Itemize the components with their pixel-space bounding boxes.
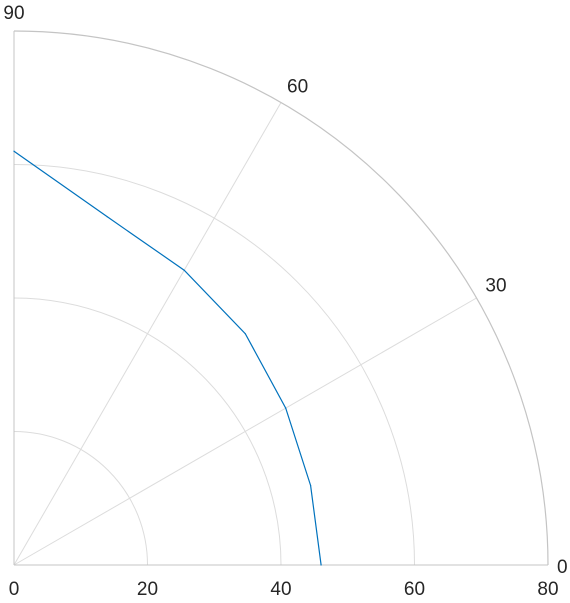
grid-arc-r40 [13, 297, 282, 566]
theta-tick-label-0: 0 [557, 557, 568, 578]
theta-tick-label-90: 90 [3, 3, 24, 24]
data-point-0-5 [106, 216, 108, 218]
outer-boundary-arc [13, 30, 549, 566]
grid-arc-r20 [13, 431, 148, 566]
r-tick-label-0: 0 [9, 579, 20, 598]
theta-tick-label-30: 30 [485, 276, 506, 297]
polar-grid [13, 102, 477, 566]
grid-spoke-30 [13, 297, 477, 566]
series-line-0 [13, 150, 322, 566]
data-point-0-4 [183, 269, 185, 271]
series-group [13, 150, 322, 566]
r-tick-label-20: 20 [137, 579, 158, 598]
r-tick-label-80: 80 [537, 579, 558, 598]
r-tick-label-60: 60 [404, 579, 425, 598]
r-tick-label-40: 40 [270, 579, 291, 598]
theta-tick-label-60: 60 [287, 77, 308, 98]
data-point-0-1 [309, 484, 312, 487]
data-point-0-0 [320, 564, 322, 566]
grid-arc-r60 [13, 164, 415, 566]
data-point-0-3 [244, 333, 246, 335]
grid-spoke-60 [13, 102, 282, 566]
data-point-0-6 [13, 150, 15, 152]
data-point-0-2 [285, 407, 287, 409]
polar-axis [13, 30, 549, 566]
